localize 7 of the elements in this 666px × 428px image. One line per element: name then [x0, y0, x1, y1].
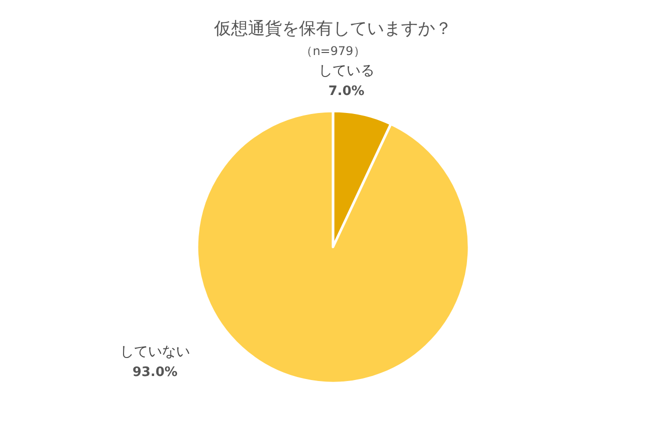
chart-subtitle: （n=979） — [300, 44, 366, 58]
slice-label: している — [318, 63, 374, 80]
data-label: 7.0% — [328, 84, 364, 100]
pie-slice — [196, 110, 470, 384]
data-label: 93.0% — [132, 364, 178, 380]
slice-label: していない — [120, 344, 190, 360]
chart-title: 仮想通貨を保有していますか？ — [213, 19, 452, 39]
